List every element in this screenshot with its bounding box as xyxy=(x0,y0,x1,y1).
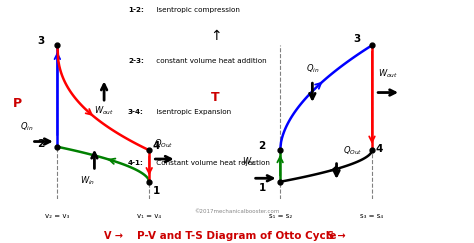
Text: 4-1:: 4-1: xyxy=(128,160,144,166)
Text: Constant volume heat rejection: Constant volume heat rejection xyxy=(154,160,270,166)
Text: $W_{out}$: $W_{out}$ xyxy=(378,68,399,80)
Text: s₃ = s₄: s₃ = s₄ xyxy=(360,213,383,219)
Text: 1: 1 xyxy=(153,186,160,196)
Text: $W_{in}$: $W_{in}$ xyxy=(242,155,257,168)
Text: 1: 1 xyxy=(258,182,265,192)
Text: T: T xyxy=(211,91,220,104)
Text: 2: 2 xyxy=(37,139,45,149)
Text: 3-4:: 3-4: xyxy=(128,109,144,115)
Text: s₁ = s₂: s₁ = s₂ xyxy=(268,213,292,219)
Text: 4: 4 xyxy=(153,140,160,150)
Text: S →: S → xyxy=(327,231,346,241)
Text: 3: 3 xyxy=(354,34,361,44)
Text: ©2017mechanicalbooster.com: ©2017mechanicalbooster.com xyxy=(194,209,280,214)
Text: 2-3:: 2-3: xyxy=(128,58,144,64)
Text: Isentropic Expansion: Isentropic Expansion xyxy=(154,109,231,115)
Text: 1-2:: 1-2: xyxy=(128,7,144,13)
Text: constant volume heat addition: constant volume heat addition xyxy=(154,58,267,64)
Text: v₁ = v₄: v₁ = v₄ xyxy=(137,213,161,219)
Text: 4: 4 xyxy=(375,144,383,154)
Text: $W_{out}$: $W_{out}$ xyxy=(94,104,114,117)
Text: v₂ = v₃: v₂ = v₃ xyxy=(45,213,70,219)
Text: 2: 2 xyxy=(258,140,265,150)
Text: ↑: ↑ xyxy=(210,29,221,43)
Text: Isentropic compression: Isentropic compression xyxy=(154,7,240,13)
Text: P-V and T-S Diagram of Otto Cycle: P-V and T-S Diagram of Otto Cycle xyxy=(137,231,337,241)
Text: P: P xyxy=(12,96,22,110)
Text: $Q_{in}$: $Q_{in}$ xyxy=(20,120,34,133)
Text: $Q_{in}$: $Q_{in}$ xyxy=(306,62,319,75)
Text: $Q_{Out}$: $Q_{Out}$ xyxy=(343,145,363,157)
Text: $W_{in}$: $W_{in}$ xyxy=(81,174,96,187)
Text: $Q_{Out}$: $Q_{Out}$ xyxy=(154,138,173,150)
Text: 3: 3 xyxy=(37,35,45,45)
Text: V →: V → xyxy=(104,231,123,241)
